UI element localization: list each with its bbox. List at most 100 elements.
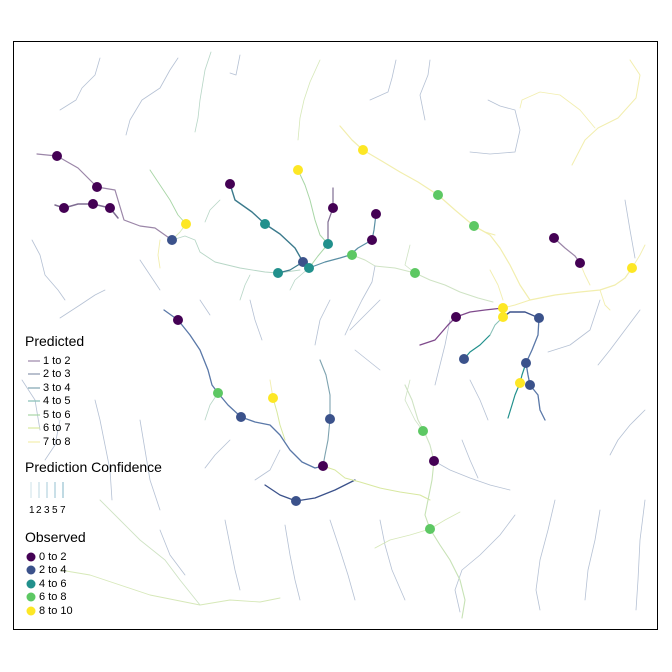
- stream-segment: [404, 384, 435, 462]
- observed-site-point: [358, 145, 368, 155]
- observed-site-point: [425, 524, 435, 534]
- observed-legend-label: 4 to 6: [39, 578, 67, 590]
- predicted-legend-title: Predicted: [25, 333, 85, 349]
- observed-site-point: [515, 378, 525, 388]
- observed-site-point: [59, 203, 69, 213]
- observed-swatch: [26, 579, 36, 589]
- stream-segment: [469, 99, 521, 155]
- stream-segment: [171, 235, 301, 274]
- stream-segment: [547, 299, 601, 353]
- stream-segment: [434, 319, 451, 386]
- confidence-legend-label: 3: [44, 505, 50, 516]
- stream-segment: [44, 419, 61, 461]
- stream-segment: [461, 439, 479, 479]
- observed-site-point: [291, 496, 301, 506]
- predicted-legend-label: 4 to 5: [43, 395, 71, 407]
- stream-segment: [289, 267, 310, 291]
- stream-segment: [125, 57, 179, 136]
- observed-site-point: [173, 315, 183, 325]
- observed-site-point: [88, 199, 98, 209]
- observed-site-point: [236, 412, 246, 422]
- observed-site-point: [575, 258, 585, 268]
- observed-swatch: [26, 552, 36, 562]
- observed-site-point: [318, 461, 328, 471]
- stream-segment: [272, 397, 286, 441]
- observed-site-point: [627, 263, 637, 273]
- stream-segment: [327, 187, 334, 245]
- observed-site-point: [498, 303, 508, 313]
- stream-segment: [489, 269, 504, 301]
- stream-segment: [139, 259, 161, 291]
- stream-segment: [254, 449, 281, 481]
- confidence-legend-label: 1: [29, 505, 35, 516]
- stream-segment: [502, 311, 540, 319]
- stream-segment: [21, 379, 41, 431]
- stream-segment: [635, 499, 646, 611]
- observed-legend-label: 0 to 2: [39, 551, 67, 563]
- predicted-legend-label: 5 to 6: [43, 409, 71, 421]
- confidence-legend-title: Prediction Confidence: [25, 459, 162, 475]
- observed-site-point: [433, 190, 443, 200]
- observed-site-point: [213, 388, 223, 398]
- stream-segment: [329, 519, 356, 601]
- observed-swatch: [26, 606, 36, 616]
- stream-segment: [297, 169, 329, 269]
- stream-segment: [507, 362, 527, 419]
- observed-site-point: [469, 221, 479, 231]
- stream-segment: [36, 153, 173, 241]
- stream-segment: [419, 59, 431, 121]
- observed-legend-label: 2 to 4: [39, 564, 67, 576]
- observed-site-point: [293, 165, 303, 175]
- stream-segment: [94, 399, 113, 501]
- stream-segment: [308, 213, 377, 269]
- stream-segment: [469, 379, 489, 421]
- stream-segment: [264, 479, 356, 502]
- stream-segment: [284, 524, 301, 601]
- stream-segment: [369, 59, 397, 101]
- stream-segment: [354, 349, 381, 371]
- predicted-legend-label: 1 to 2: [43, 355, 71, 367]
- stream-segment: [229, 54, 241, 76]
- stream-segment: [374, 528, 431, 549]
- observed-site-point: [459, 354, 469, 364]
- stream-segment: [571, 59, 641, 166]
- stream-segment: [344, 265, 376, 336]
- predicted-legend-label: 7 to 8: [43, 436, 71, 448]
- observed-site-point: [92, 182, 102, 192]
- observed-site-point: [323, 239, 333, 249]
- stream-segment: [31, 239, 66, 301]
- observed-site-point: [534, 313, 544, 323]
- stream-segment: [204, 439, 231, 469]
- observed-swatch: [26, 592, 36, 602]
- stream-segment: [419, 307, 504, 346]
- stream-segment: [553, 237, 581, 264]
- stream-segment: [351, 254, 494, 303]
- stream-segment: [319, 359, 331, 467]
- stream-segment: [322, 465, 431, 501]
- stream-segment: [314, 299, 331, 346]
- observed-legend-label: 8 to 10: [39, 605, 73, 617]
- stream-segment: [157, 239, 161, 269]
- observed-site-point: [260, 219, 270, 229]
- stream-segment: [609, 409, 646, 456]
- stream-segment: [59, 57, 101, 111]
- stream-segment: [339, 125, 531, 301]
- stream-segment: [463, 334, 491, 360]
- stream-segment: [204, 199, 221, 223]
- stream-segment: [99, 499, 201, 606]
- stream-segment: [429, 511, 461, 530]
- observed-site-point: [429, 456, 439, 466]
- observed-legend-label: 6 to 8: [39, 591, 67, 603]
- stream-segment: [535, 499, 556, 611]
- observed-site-point: [418, 426, 428, 436]
- stream-segment: [59, 289, 106, 319]
- observed-site-point: [325, 414, 335, 424]
- stream-segment: [239, 274, 251, 301]
- stream-segment: [199, 299, 211, 316]
- observed-site-point: [410, 268, 420, 278]
- stream-segment: [194, 51, 212, 133]
- stream-segment: [163, 309, 324, 469]
- stream-segment: [349, 299, 381, 331]
- stream-segment: [224, 519, 241, 591]
